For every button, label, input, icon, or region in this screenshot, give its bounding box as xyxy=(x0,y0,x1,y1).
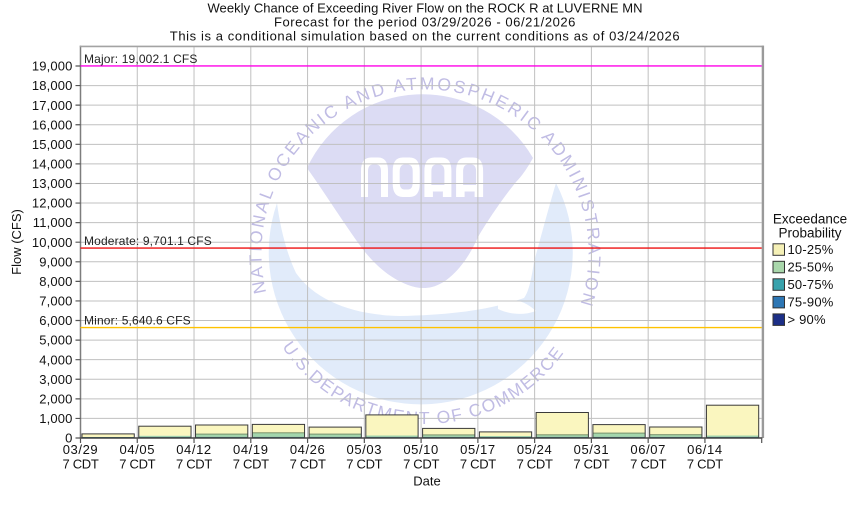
svg-text:17,000: 17,000 xyxy=(32,98,73,113)
svg-text:04/12: 04/12 xyxy=(176,442,212,457)
svg-text:3,000: 3,000 xyxy=(39,372,72,387)
svg-text:06/07: 06/07 xyxy=(630,442,666,457)
svg-text:Forecast for the period 03/29/: Forecast for the period 03/29/2026 - 06/… xyxy=(274,14,576,29)
svg-text:Weekly Chance of Exceeding Riv: Weekly Chance of Exceeding River Flow on… xyxy=(207,0,642,15)
svg-text:7 CDT: 7 CDT xyxy=(573,457,609,472)
svg-text:11,000: 11,000 xyxy=(33,215,73,230)
svg-text:05/03: 05/03 xyxy=(347,442,383,457)
svg-text:75-90%: 75-90% xyxy=(788,295,834,310)
svg-text:7 CDT: 7 CDT xyxy=(403,457,439,472)
svg-text:9,000: 9,000 xyxy=(39,254,72,269)
svg-text:10-25%: 10-25% xyxy=(788,242,834,257)
svg-text:7 CDT: 7 CDT xyxy=(290,457,326,472)
svg-text:16,000: 16,000 xyxy=(32,117,73,132)
svg-text:7 CDT: 7 CDT xyxy=(62,457,98,472)
svg-text:14,000: 14,000 xyxy=(32,157,73,172)
svg-text:Major: 19,002.1 CFS: Major: 19,002.1 CFS xyxy=(84,52,198,66)
svg-text:04/05: 04/05 xyxy=(120,442,156,457)
svg-text:50-75%: 50-75% xyxy=(788,277,834,292)
svg-text:Probability: Probability xyxy=(778,226,841,241)
svg-text:05/24: 05/24 xyxy=(517,442,553,457)
svg-text:8,000: 8,000 xyxy=(39,274,72,289)
svg-text:2,000: 2,000 xyxy=(39,391,72,406)
svg-text:10,000: 10,000 xyxy=(32,235,73,250)
svg-text:Date: Date xyxy=(413,474,440,489)
svg-text:Flow (CFS): Flow (CFS) xyxy=(9,209,24,275)
svg-text:7 CDT: 7 CDT xyxy=(630,457,666,472)
svg-text:7 CDT: 7 CDT xyxy=(346,457,382,472)
svg-text:6,000: 6,000 xyxy=(39,313,72,328)
svg-text:05/17: 05/17 xyxy=(460,442,496,457)
svg-text:7 CDT: 7 CDT xyxy=(517,457,553,472)
svg-text:19,000: 19,000 xyxy=(32,59,73,74)
svg-text:4,000: 4,000 xyxy=(39,352,72,367)
svg-text:7 CDT: 7 CDT xyxy=(687,457,723,472)
svg-text:04/19: 04/19 xyxy=(233,442,269,457)
svg-text:5,000: 5,000 xyxy=(39,333,72,348)
svg-text:7 CDT: 7 CDT xyxy=(460,457,496,472)
svg-text:13,000: 13,000 xyxy=(32,176,73,191)
svg-text:Exceedance: Exceedance xyxy=(773,212,847,227)
svg-text:05/31: 05/31 xyxy=(574,442,610,457)
svg-text:7 CDT: 7 CDT xyxy=(119,457,155,472)
svg-text:7,000: 7,000 xyxy=(39,294,72,309)
svg-text:15,000: 15,000 xyxy=(32,137,73,152)
svg-text:03/29: 03/29 xyxy=(63,442,99,457)
svg-text:12,000: 12,000 xyxy=(32,196,73,211)
svg-text:1,000: 1,000 xyxy=(39,411,72,426)
svg-text:05/10: 05/10 xyxy=(403,442,439,457)
svg-text:Minor: 5,640.6 CFS: Minor: 5,640.6 CFS xyxy=(84,314,191,328)
svg-text:This is a conditional simulati: This is a conditional simulation based o… xyxy=(170,28,680,43)
svg-text:18,000: 18,000 xyxy=(32,78,73,93)
svg-text:25-50%: 25-50% xyxy=(788,260,834,275)
svg-text:Moderate: 9,701.1 CFS: Moderate: 9,701.1 CFS xyxy=(84,234,212,248)
svg-text:7 CDT: 7 CDT xyxy=(176,457,212,472)
svg-text:> 90%: > 90% xyxy=(788,312,826,327)
svg-text:04/26: 04/26 xyxy=(290,442,326,457)
svg-text:06/14: 06/14 xyxy=(687,442,723,457)
svg-text:7 CDT: 7 CDT xyxy=(233,457,269,472)
